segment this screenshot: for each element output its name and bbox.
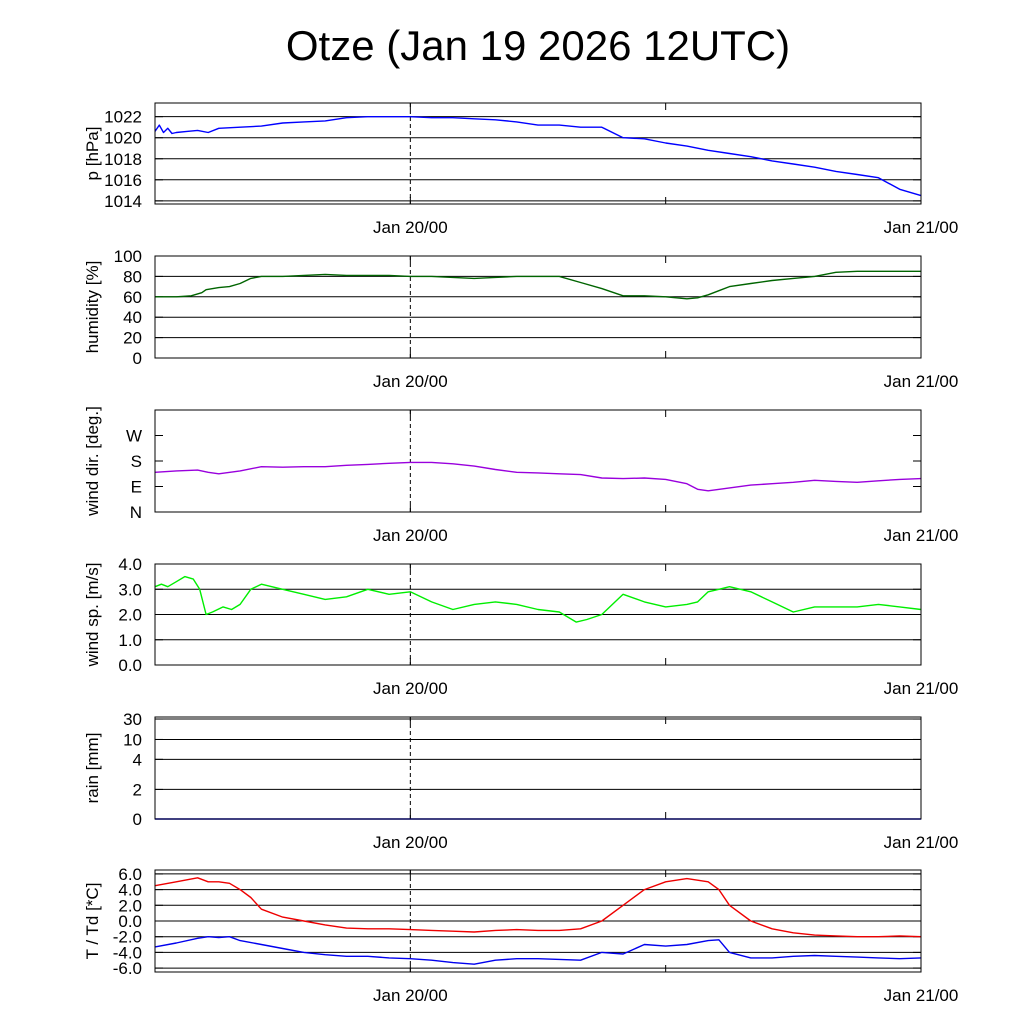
x-tick-label: Jan 20/00 — [373, 218, 448, 237]
y-axis-label: T / Td [*C] — [83, 883, 102, 960]
plot-frame — [154, 102, 922, 205]
y-tick-label: 1018 — [104, 150, 142, 169]
y-axis-label: rain [mm] — [83, 733, 102, 804]
panel-5: -6.0-4.0-2.00.02.04.06.0 T / Td [*C] Jan 2… — [83, 865, 958, 1005]
y-tick-label: 2 — [133, 780, 142, 799]
y-tick-label: S — [131, 452, 142, 471]
plot-frame — [154, 255, 922, 359]
y-tick-label: 2.0 — [118, 606, 142, 625]
y-tick-label: 1014 — [104, 192, 142, 211]
y-axis-label: wind dir. [deg.] — [83, 406, 102, 517]
x-tick-label: Jan 20/00 — [373, 833, 448, 852]
series-line-0 — [154, 115, 922, 197]
series-line-1 — [154, 936, 922, 965]
y-tick-label: 1.0 — [118, 631, 142, 650]
y-tick-label: 6.0 — [118, 865, 142, 884]
y-tick-label: 100 — [114, 247, 142, 266]
y-tick-label: 40 — [123, 308, 142, 327]
x-tick-label: Jan 21/00 — [884, 218, 959, 237]
series-line-0 — [154, 461, 922, 492]
y-tick-label: 20 — [123, 329, 142, 348]
y-tick-label: E — [131, 478, 142, 497]
y-axis-label: wind sp. [m/s] — [83, 563, 102, 668]
y-tick-label: W — [126, 427, 142, 446]
y-tick-label: 1022 — [104, 108, 142, 127]
series-line-0 — [155, 270, 921, 300]
y-tick-label: 1016 — [104, 171, 142, 190]
panel-3: 0.0 1.0 2.0 3.0 4.0 wind sp. [m/s] Jan 20/00 Ja… — [83, 555, 958, 698]
y-tick-label: 0.0 — [118, 912, 142, 931]
y-axis-label: humidity [%] — [83, 261, 102, 354]
y-tick-label: 4 — [133, 750, 142, 769]
y-tick-label: 60 — [123, 288, 142, 307]
y-tick-label: 4.0 — [118, 881, 142, 900]
y-tick-label: 3.0 — [118, 580, 142, 599]
x-tick-label: Jan 21/00 — [884, 372, 959, 391]
x-tick-label: Jan 20/00 — [373, 526, 448, 545]
chart-title: Otze (Jan 19 2026 12UTC) — [285, 22, 791, 69]
y-tick-label: 1020 — [104, 129, 142, 148]
y-tick-label: 30 — [123, 710, 142, 729]
series-line-0 — [154, 575, 922, 623]
y-tick-label: 0 — [133, 810, 142, 829]
y-tick-label: 80 — [123, 267, 142, 286]
x-tick-label: Jan 21/00 — [884, 833, 959, 852]
y-tick-label: 0.0 — [118, 656, 142, 675]
x-tick-label: Jan 20/00 — [373, 372, 448, 391]
x-tick-label: Jan 21/00 — [884, 679, 959, 698]
y-tick-label: -4.0 — [113, 943, 142, 962]
plot-frame — [154, 409, 922, 513]
y-tick-label: 4.0 — [118, 555, 142, 574]
y-tick-label: 0 — [133, 349, 142, 368]
y-axis-label: p [hPa] — [83, 127, 102, 181]
series-line-0 — [154, 877, 922, 938]
x-tick-label: Jan 20/00 — [373, 986, 448, 1005]
x-tick-label: Jan 20/00 — [373, 679, 448, 698]
y-tick-label: -2.0 — [113, 928, 142, 947]
plot-frame — [154, 563, 922, 666]
x-tick-label: Jan 21/00 — [884, 526, 959, 545]
y-tick-label: 2.0 — [118, 896, 142, 915]
plot-frame — [154, 716, 922, 820]
plot-frame — [154, 869, 922, 973]
y-tick-label: N — [130, 503, 142, 522]
y-tick-label: -6.0 — [113, 959, 142, 978]
x-tick-label: Jan 21/00 — [884, 986, 959, 1005]
y-tick-label: 10 — [123, 730, 142, 749]
